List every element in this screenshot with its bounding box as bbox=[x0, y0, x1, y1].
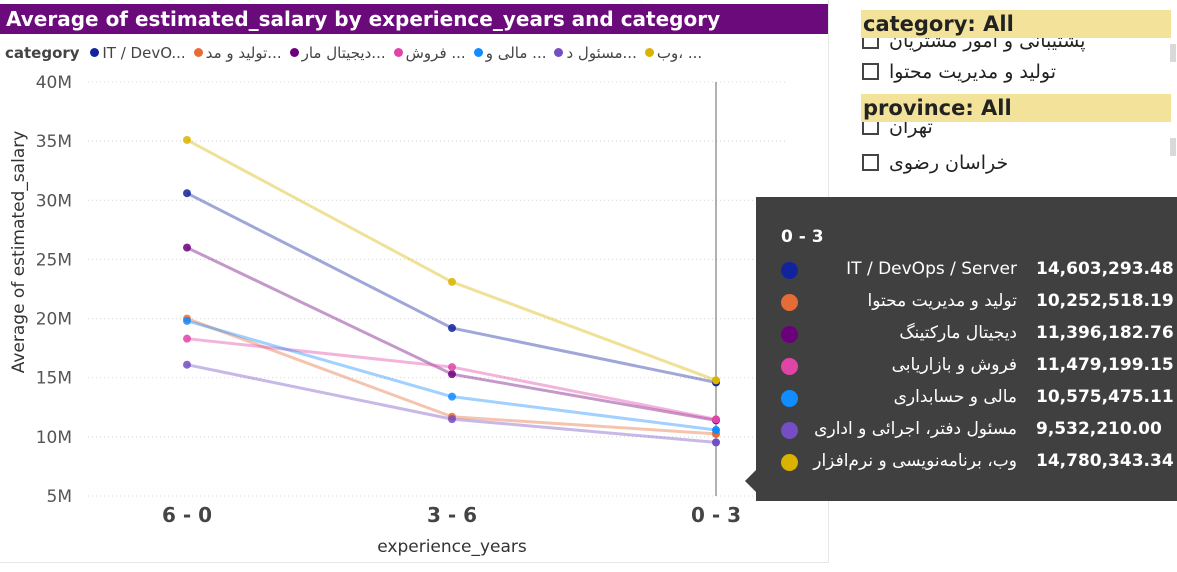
y-tick-label: 20M bbox=[36, 310, 72, 330]
tooltip-row: IT / DevOps / Server 14,603,293.48 bbox=[756, 257, 1177, 286]
tooltip-row: دیجیتال مارکتینگ 11,396,182.76 bbox=[756, 321, 1177, 350]
tooltip-series-name: مالی و حسابداری bbox=[893, 387, 1017, 407]
tooltip-row: فروش و بازاریابی 11,479,199.15 bbox=[756, 353, 1177, 382]
y-tick-label: 40M bbox=[36, 73, 72, 93]
tooltip-pointer bbox=[745, 470, 756, 492]
tooltip-series-value: 14,780,343.34 bbox=[1036, 451, 1174, 471]
legend-item[interactable]: IT / DevO... bbox=[90, 44, 186, 62]
legend-item[interactable]: وب، ... bbox=[644, 44, 703, 62]
data-point[interactable] bbox=[448, 415, 456, 424]
data-point[interactable] bbox=[712, 376, 720, 385]
legend-dot-icon bbox=[90, 48, 100, 57]
tooltip-series-value: 11,396,182.76 bbox=[1036, 323, 1174, 343]
series-color-icon bbox=[781, 358, 798, 375]
legend-title: category bbox=[5, 44, 80, 62]
legend-item[interactable]: مالی و ... bbox=[473, 44, 547, 62]
tooltip-series-value: 14,603,293.48 bbox=[1036, 259, 1174, 279]
legend-dot-icon bbox=[193, 48, 203, 57]
legend-item[interactable]: مسئول د... bbox=[554, 44, 637, 62]
data-point[interactable] bbox=[712, 426, 720, 435]
slicer-category-scrollbar[interactable] bbox=[1170, 44, 1176, 62]
tooltip-series-name: مسئول دفتر، اجرائی و اداری bbox=[814, 419, 1017, 439]
x-tick-label: 3 - 6 bbox=[427, 503, 477, 527]
series-color-icon bbox=[781, 454, 798, 471]
legend-label: تولید و مد... bbox=[205, 44, 282, 62]
tooltip-series-value: 11,479,199.15 bbox=[1036, 355, 1174, 375]
legend[interactable]: category IT / DevO... تولید و مد... دیجیتا… bbox=[5, 44, 825, 66]
y-tick-label: 30M bbox=[36, 191, 72, 211]
slicer-province-item[interactable]: خراسان رضوی bbox=[862, 151, 1162, 175]
data-point[interactable] bbox=[712, 438, 720, 447]
legend-label: فروش ... bbox=[405, 44, 466, 62]
tooltip: 0 - 3 IT / DevOps / Server 14,603,293.48 ت… bbox=[756, 197, 1177, 501]
tooltip-series-name: وب، برنامه‌نویسی و نرم‌افزار bbox=[813, 451, 1017, 471]
line-chart-visual[interactable]: Average of estimated_salary by experienc… bbox=[0, 0, 829, 563]
legend-label: مالی و ... bbox=[485, 44, 547, 62]
tooltip-header: 0 - 3 bbox=[781, 227, 824, 247]
tooltip-series-value: 10,252,518.19 bbox=[1036, 291, 1174, 311]
legend-item[interactable]: فروش ... bbox=[393, 44, 466, 62]
data-point[interactable] bbox=[183, 135, 191, 144]
slicer-category-header[interactable]: category: All bbox=[861, 10, 1171, 38]
chart-title: Average of estimated_salary by experienc… bbox=[0, 4, 828, 34]
tooltip-row: مالی و حسابداری 10,575,475.11 bbox=[756, 385, 1177, 414]
tooltip-series-value: 10,575,475.11 bbox=[1036, 387, 1174, 407]
tooltip-series-name: IT / DevOps / Server bbox=[846, 259, 1017, 279]
legend-dot-icon bbox=[554, 48, 564, 57]
legend-dot-icon bbox=[393, 48, 403, 57]
tooltip-row: وب، برنامه‌نویسی و نرم‌افزار 14,780,343.3… bbox=[756, 449, 1177, 478]
slicer-category-item[interactable]: تولید و مدیریت محتوا bbox=[862, 60, 1162, 84]
series-color-icon bbox=[781, 326, 798, 343]
data-point[interactable] bbox=[183, 334, 191, 343]
data-point[interactable] bbox=[183, 189, 191, 198]
series-line[interactable] bbox=[186, 191, 717, 384]
tooltip-series-name: تولید و مدیریت محتوا bbox=[867, 291, 1017, 311]
data-point[interactable] bbox=[448, 324, 456, 333]
data-point[interactable] bbox=[448, 277, 456, 286]
legend-label: وب، ... bbox=[656, 44, 703, 62]
legend-dot-icon bbox=[289, 48, 299, 57]
legend-label: دیجیتال مار... bbox=[301, 44, 386, 62]
series-color-icon bbox=[781, 294, 798, 311]
y-tick-label: 15M bbox=[36, 369, 72, 389]
data-point[interactable] bbox=[448, 363, 456, 372]
x-tick-label: 6 - 0 bbox=[162, 503, 212, 527]
series-color-icon bbox=[781, 422, 798, 439]
data-point[interactable] bbox=[448, 392, 456, 401]
legend-item[interactable]: تولید و مد... bbox=[193, 44, 282, 62]
y-tick-label: 5M bbox=[47, 487, 72, 507]
y-tick-label: 10M bbox=[36, 428, 72, 448]
data-point[interactable] bbox=[183, 243, 191, 252]
y-axis-title: Average of estimated_salary bbox=[9, 131, 29, 374]
data-point[interactable] bbox=[183, 360, 191, 369]
tooltip-row: مسئول دفتر، اجرائی و اداری 9,532,210.00 bbox=[756, 417, 1177, 446]
legend-dot-icon bbox=[473, 48, 483, 57]
series-color-icon bbox=[781, 262, 798, 279]
legend-label: مسئول د... bbox=[566, 44, 637, 62]
checkbox-icon[interactable] bbox=[862, 154, 879, 171]
data-point[interactable] bbox=[183, 316, 191, 325]
tooltip-series-name: دیجیتال مارکتینگ bbox=[899, 323, 1017, 343]
slicer-province-header[interactable]: province: All bbox=[861, 94, 1171, 122]
tooltip-series-name: فروش و بازاریابی bbox=[891, 355, 1017, 375]
checkbox-icon[interactable] bbox=[862, 63, 879, 80]
y-tick-label: 25M bbox=[36, 250, 72, 270]
data-point[interactable] bbox=[712, 415, 720, 424]
series-color-icon bbox=[781, 390, 798, 407]
legend-dot-icon bbox=[644, 48, 654, 57]
x-axis-title: experience_years bbox=[377, 537, 527, 557]
slicer-province-scrollbar[interactable] bbox=[1170, 138, 1176, 156]
legend-item[interactable]: دیجیتال مار... bbox=[289, 44, 386, 62]
data-point[interactable] bbox=[448, 370, 456, 379]
legend-label: IT / DevO... bbox=[102, 44, 186, 62]
x-tick-label: 0 - 3 bbox=[691, 503, 741, 527]
tooltip-row: تولید و مدیریت محتوا 10,252,518.19 bbox=[756, 289, 1177, 318]
y-tick-label: 35M bbox=[36, 132, 72, 152]
tooltip-series-value: 9,532,210.00 bbox=[1036, 419, 1162, 439]
